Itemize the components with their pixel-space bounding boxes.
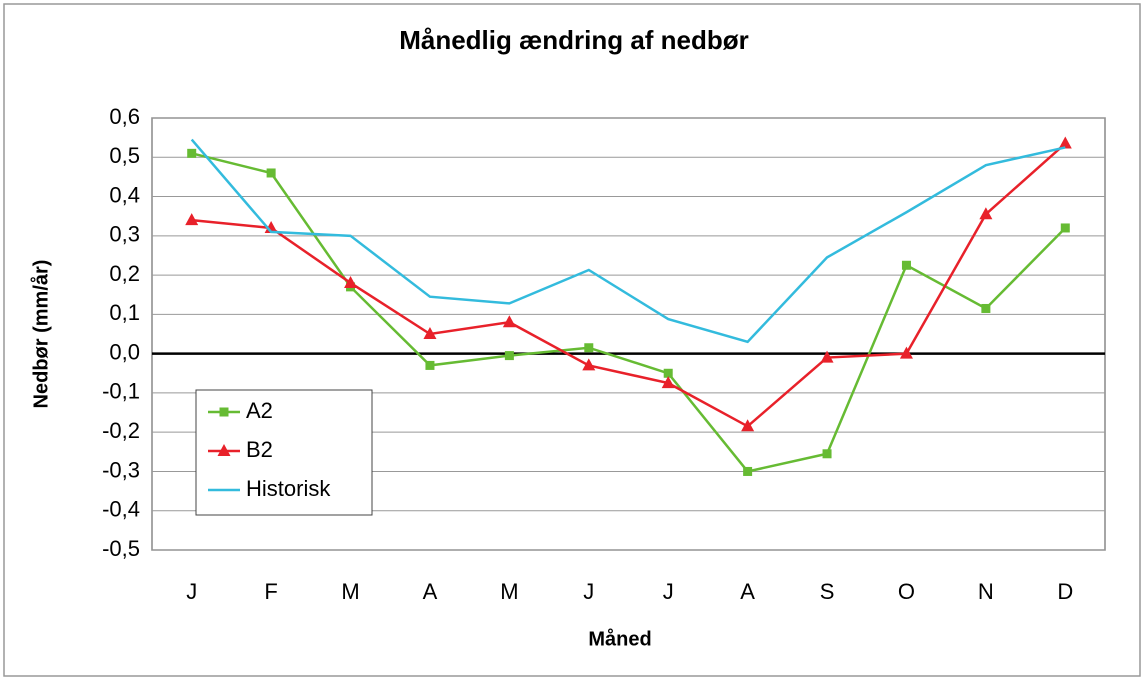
y-tick-label: 0,0	[109, 339, 140, 364]
series-line	[191, 142, 1067, 428]
x-tick-label: O	[898, 579, 915, 604]
marker	[661, 376, 675, 389]
x-tick-label: M	[500, 579, 518, 604]
marker	[217, 444, 231, 456]
x-tick-label: N	[978, 579, 994, 604]
y-tick-label: 0,1	[109, 300, 140, 325]
marker	[502, 315, 516, 328]
y-tick-label: -0,4	[102, 497, 140, 522]
marker	[663, 368, 673, 378]
marker	[743, 466, 753, 476]
legend-label: A2	[246, 398, 273, 423]
x-tick-label: M	[341, 579, 359, 604]
legend-label: B2	[246, 437, 273, 462]
marker	[1058, 136, 1072, 149]
x-tick-label: A	[740, 579, 755, 604]
y-tick-label: -0,1	[102, 379, 140, 404]
marker	[344, 275, 358, 288]
marker	[584, 343, 594, 353]
x-axis-label: Måned	[588, 627, 651, 650]
marker	[185, 213, 199, 226]
marker	[979, 207, 993, 220]
marker	[266, 168, 276, 178]
y-tick-label: -0,2	[102, 418, 140, 443]
marker	[423, 327, 437, 339]
series-line	[191, 152, 1067, 473]
chart-title: Månedlig ændring af nedbør	[399, 25, 749, 55]
marker	[822, 449, 832, 459]
y-tick-label: 0,6	[109, 104, 140, 129]
x-tick-label: J	[186, 579, 197, 604]
marker	[504, 351, 514, 361]
marker	[1060, 223, 1070, 233]
marker	[582, 358, 596, 371]
marker	[901, 260, 911, 270]
y-tick-label: 0,4	[109, 182, 140, 207]
y-tick-label: 0,2	[109, 261, 140, 286]
x-tick-label: J	[663, 579, 674, 604]
series-line	[190, 138, 1066, 344]
x-tick-label: J	[583, 579, 594, 604]
y-tick-label: -0,3	[102, 457, 140, 482]
marker	[820, 350, 834, 363]
marker	[219, 407, 229, 417]
x-tick-label: F	[264, 579, 277, 604]
marker	[425, 360, 435, 370]
marker	[899, 346, 913, 359]
marker	[741, 419, 755, 432]
x-tick-label: A	[423, 579, 438, 604]
y-tick-label: -0,5	[102, 536, 140, 561]
marker	[981, 303, 991, 313]
x-tick-label: S	[820, 579, 835, 604]
y-tick-label: 0,5	[109, 143, 140, 168]
y-axis-label: Nedbør (mm/år)	[29, 260, 52, 409]
y-tick-label: 0,3	[109, 222, 140, 247]
legend-label: Historisk	[246, 476, 331, 501]
x-tick-label: D	[1057, 579, 1073, 604]
marker	[187, 148, 197, 158]
